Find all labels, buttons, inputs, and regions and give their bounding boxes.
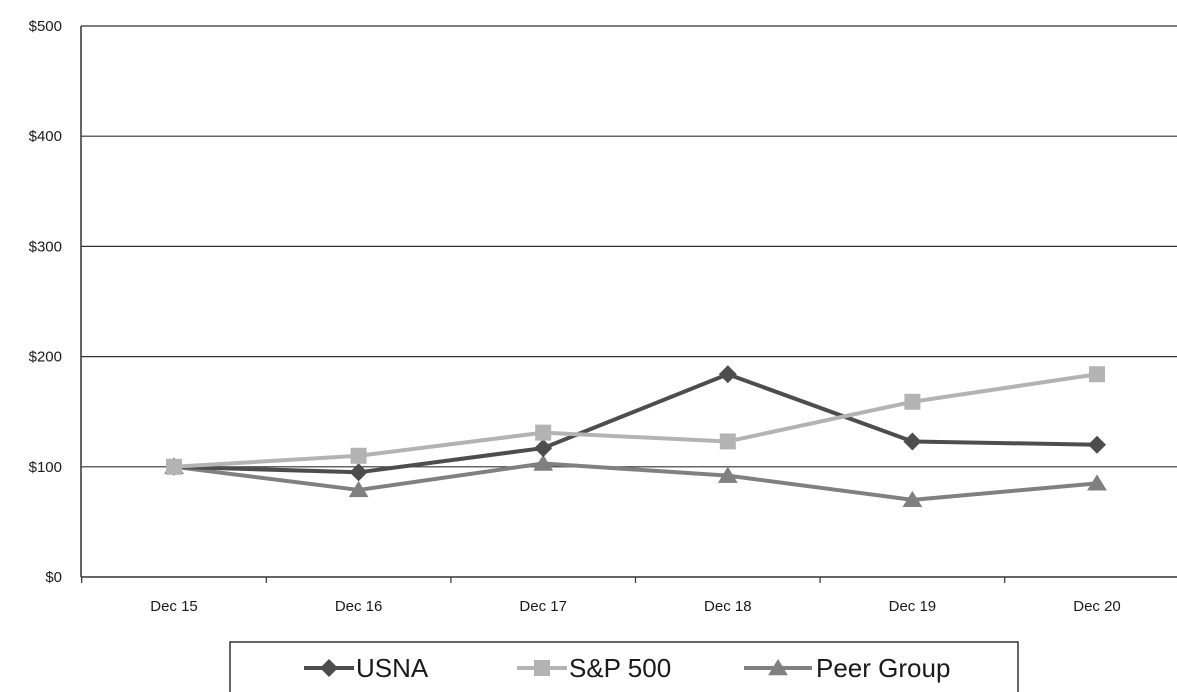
x-tick-label: Dec 20 xyxy=(1073,598,1121,615)
legend-box xyxy=(229,641,1019,692)
x-tick-label: Dec 19 xyxy=(889,598,937,615)
data-point-s-p-500 xyxy=(535,424,552,441)
y-tick-label: $200 xyxy=(29,349,62,366)
data-point-usna xyxy=(1088,435,1106,454)
x-tick-label: Dec 17 xyxy=(519,598,567,615)
x-axis-ticks xyxy=(81,577,1006,583)
series-line-peer-group xyxy=(173,461,1098,502)
y-axis-tick-labels: $0 $100 $200 $300 $400 $500 xyxy=(29,18,62,586)
legend-label-usna: USNA xyxy=(356,653,429,683)
series-usna xyxy=(165,365,1106,482)
x-tick-label: Dec 15 xyxy=(150,598,198,615)
data-point-peer-group xyxy=(348,480,369,498)
data-point-peer-group xyxy=(902,490,923,508)
legend-marker-peer-group xyxy=(768,659,788,676)
x-tick-label: Dec 18 xyxy=(704,598,752,615)
gridlines xyxy=(81,25,1177,468)
data-point-usna xyxy=(534,439,553,458)
y-tick-label: $300 xyxy=(29,238,62,255)
legend-item-peer-group: Peer Group xyxy=(744,653,950,683)
legend-label-s-p-500: S&P 500 xyxy=(569,653,671,683)
data-point-s-p-500 xyxy=(166,458,182,475)
series-line-s-p-500 xyxy=(173,372,1098,469)
data-point-peer-group xyxy=(717,466,738,483)
legend-marker-usna xyxy=(320,659,338,677)
legend-marker-s-p-500 xyxy=(534,660,550,676)
legend-label-peer-group: Peer Group xyxy=(816,653,950,683)
data-point-s-p-500 xyxy=(904,393,921,410)
y-tick-label: $0 xyxy=(45,569,62,586)
axes xyxy=(80,26,1177,578)
x-tick-label: Dec 16 xyxy=(335,598,383,615)
data-point-s-p-500 xyxy=(719,433,736,450)
data-point-usna xyxy=(718,365,737,384)
data-point-s-p-500 xyxy=(350,447,367,464)
data-point-usna xyxy=(349,463,368,482)
legend-item-usna: USNA xyxy=(304,653,429,683)
series-line-usna xyxy=(173,372,1098,475)
y-tick-label: $400 xyxy=(29,128,62,145)
series-s-p-500 xyxy=(166,366,1105,475)
series-group xyxy=(164,365,1107,508)
legend-item-s-p-500: S&P 500 xyxy=(517,653,671,683)
data-point-peer-group xyxy=(1087,474,1107,491)
data-point-peer-group xyxy=(533,454,554,471)
data-point-s-p-500 xyxy=(1089,366,1105,383)
y-tick-label: $100 xyxy=(29,459,62,476)
x-axis-tick-labels: Dec 15 Dec 16 Dec 17 Dec 18 Dec 19 Dec 20 xyxy=(150,598,1121,615)
data-point-usna xyxy=(903,432,922,451)
legend: USNA S&P 500 Peer Group xyxy=(229,641,1019,692)
series-peer-group xyxy=(164,454,1107,508)
y-tick-label: $500 xyxy=(29,18,62,35)
